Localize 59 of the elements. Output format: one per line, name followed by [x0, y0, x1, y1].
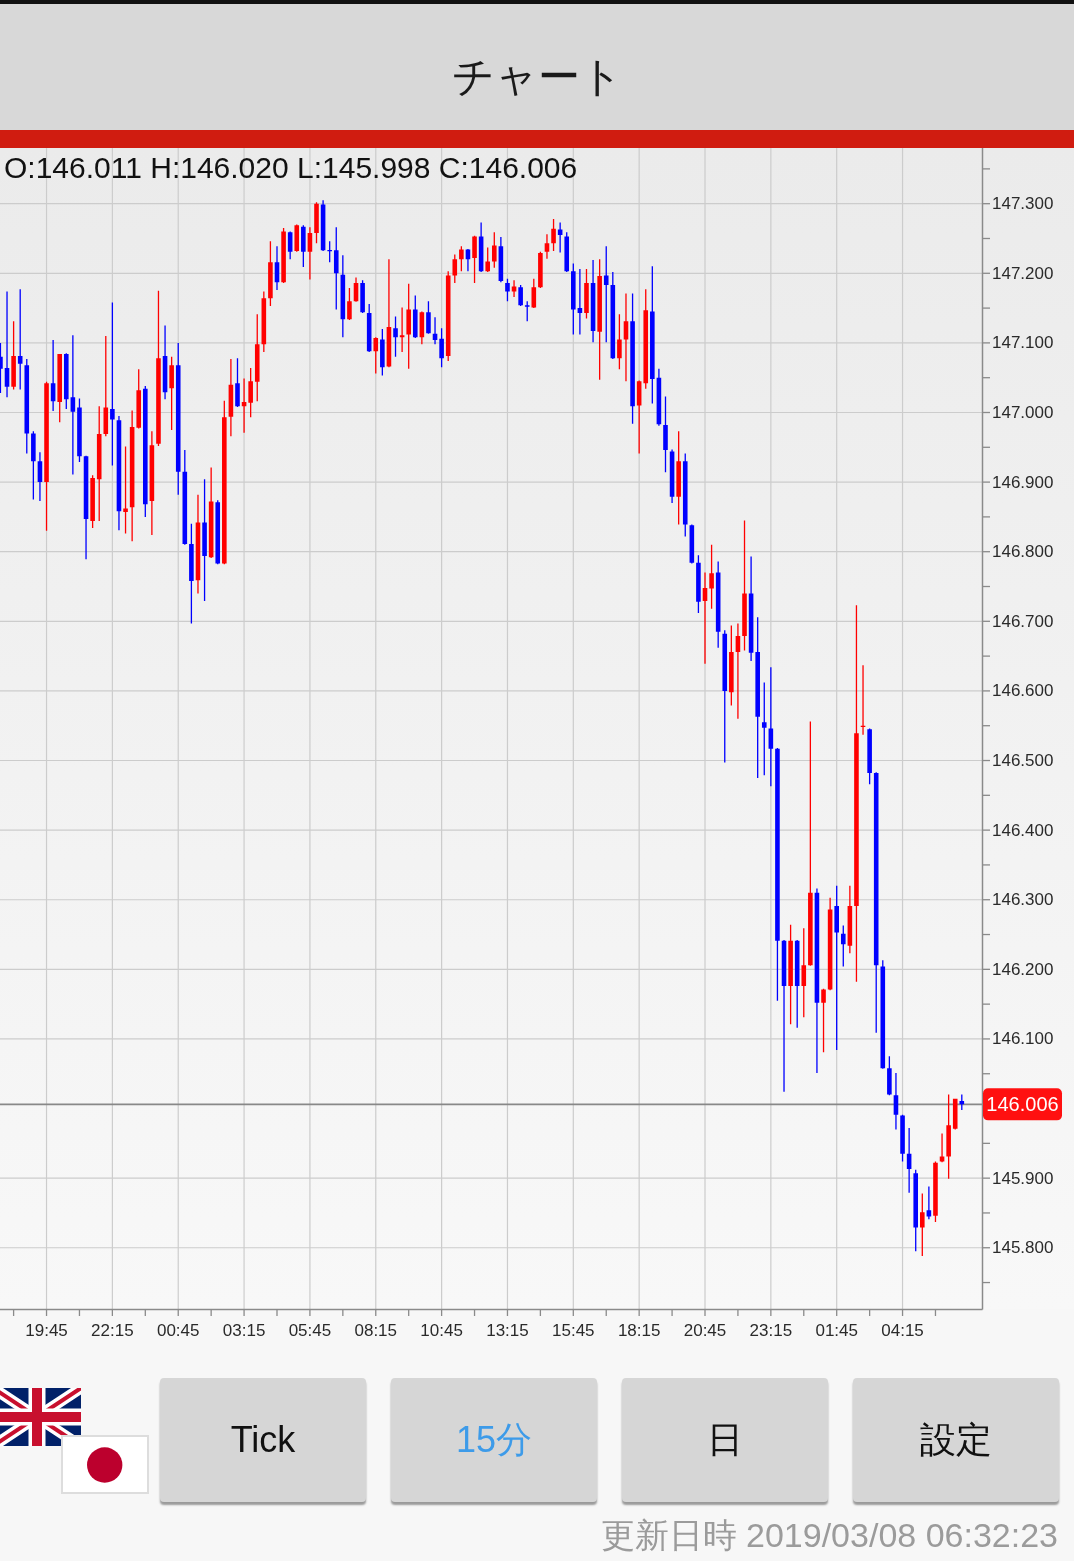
candlestick	[432, 317, 438, 345]
candlestick	[702, 572, 708, 664]
x-tick-label: 18:15	[617, 1320, 661, 1340]
candlestick	[399, 307, 405, 352]
x-tick-label: 20:45	[683, 1320, 727, 1340]
y-tick-label: 146.200	[992, 959, 1054, 979]
y-tick-label: 146.800	[992, 542, 1054, 562]
x-tick-label: 04:15	[881, 1320, 924, 1340]
text: 日	[622, 1378, 828, 1502]
candlestick	[860, 665, 866, 735]
y-tick-label: 146.500	[992, 751, 1054, 771]
y-tick-label: 145.900	[992, 1168, 1054, 1188]
y-tick-label: 147.300	[992, 194, 1054, 214]
y-tick-label: 147.200	[992, 263, 1054, 283]
x-tick-label: 05:45	[288, 1320, 332, 1340]
candlestick	[307, 227, 313, 280]
candlestick	[893, 1073, 899, 1130]
x-tick-label: 03:15	[222, 1320, 266, 1340]
y-tick-label: 146.700	[992, 611, 1054, 631]
x-tick-label: 08:15	[354, 1320, 398, 1340]
candlestick	[735, 623, 741, 719]
x-tick-label: 13:15	[486, 1320, 529, 1340]
candlestick	[768, 667, 774, 787]
y-tick-label: 147.100	[992, 333, 1054, 353]
chart-title: チャート	[451, 52, 623, 100]
candlestick	[557, 222, 563, 253]
x-tick-label: 22:15	[91, 1320, 134, 1340]
candlestick	[50, 340, 56, 412]
text: 設定	[853, 1378, 1059, 1502]
x-tick-label: 10:45	[420, 1320, 463, 1340]
candlestick	[241, 378, 247, 433]
text: Tick	[160, 1378, 366, 1502]
candlestick	[511, 280, 517, 297]
x-tick-label: 00:45	[156, 1320, 200, 1340]
candlestick	[544, 234, 550, 259]
x-tick-label: 15:45	[552, 1320, 595, 1340]
y-tick-label: 146.900	[992, 472, 1054, 492]
candlestick	[939, 1133, 945, 1163]
ref-line-label: 146.006	[986, 1093, 1059, 1116]
y-tick-label: 147.000	[992, 403, 1054, 422]
candlestick	[70, 335, 76, 475]
x-tick-label: 23:15	[749, 1320, 793, 1340]
text: 15分	[391, 1378, 597, 1502]
y-tick-label: 146.100	[992, 1029, 1054, 1049]
annotation: O:146.011 H:146.020 L:145.998 C:146.006	[4, 150, 578, 184]
y-tick-label: 146.300	[992, 890, 1054, 910]
candlestick	[781, 940, 787, 1092]
candlestick	[623, 293, 629, 382]
y-tick-label: 146.400	[992, 820, 1054, 840]
x-tick-label: 01:45	[815, 1320, 858, 1340]
candlestick	[926, 1186, 932, 1220]
text: 更新日時 2019/03/08 06:32:23	[600, 1516, 1058, 1554]
x-tick-label: 19:45	[25, 1320, 68, 1340]
y-tick-label: 145.800	[992, 1238, 1054, 1258]
candlestick	[577, 269, 583, 335]
candlestick	[386, 259, 392, 368]
y-tick-label: 146.600	[992, 681, 1054, 701]
candlestick	[4, 291, 10, 398]
candlestick	[906, 1128, 912, 1193]
